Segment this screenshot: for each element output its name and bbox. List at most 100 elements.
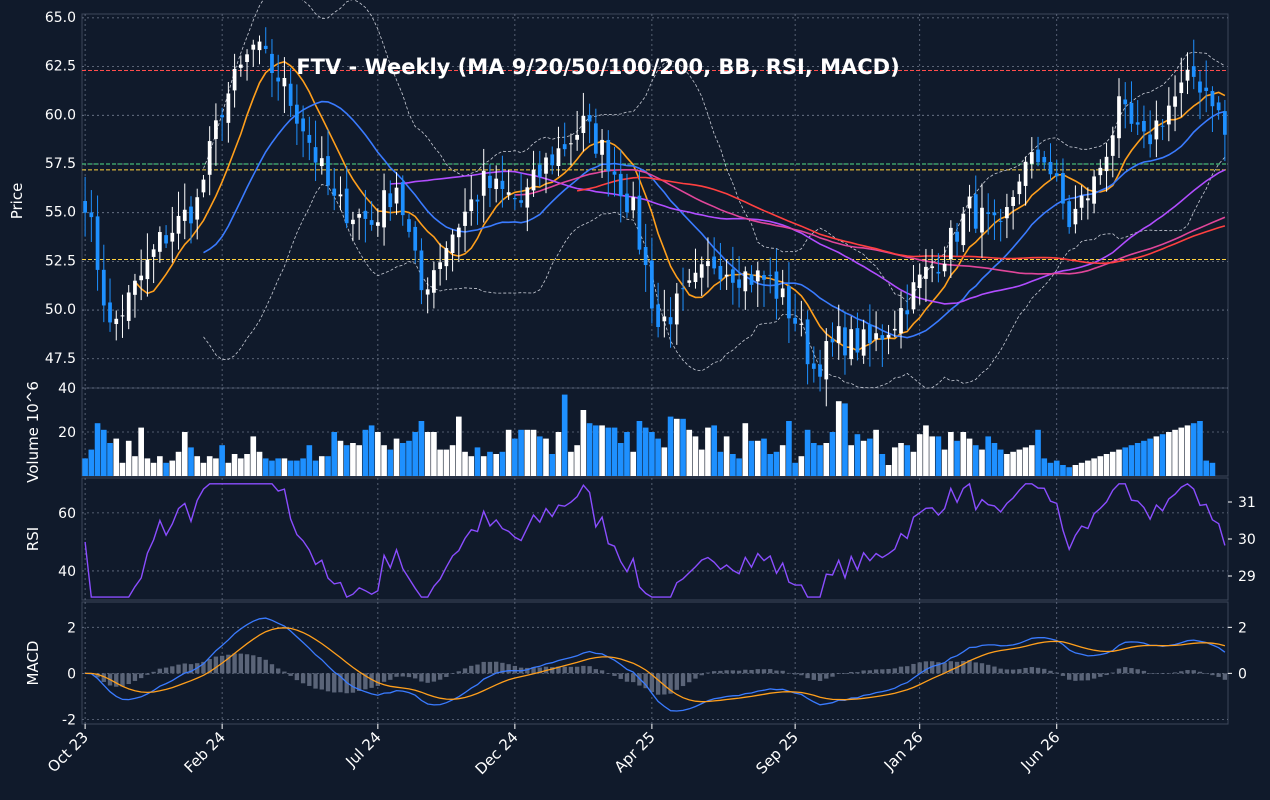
macd-histogram-bar — [257, 656, 262, 674]
macd-histogram-bar — [338, 673, 343, 693]
price-panel — [82, 0, 1228, 407]
candle-body — [631, 197, 636, 211]
candle-body — [973, 194, 978, 229]
candle-body — [787, 285, 791, 319]
candle-body — [394, 187, 399, 204]
macd-histogram-bar — [1035, 667, 1041, 674]
candle-body — [500, 180, 505, 189]
volume-bar — [82, 458, 88, 476]
macd-histogram-bar — [207, 659, 212, 674]
volume-bar — [512, 438, 518, 476]
candle-body — [948, 227, 953, 260]
volume-bar — [1109, 451, 1116, 476]
rsi-frame — [81, 477, 1229, 601]
volume-bar — [1010, 451, 1016, 476]
macd-histogram-bar — [251, 655, 256, 674]
volume-bar — [630, 451, 637, 476]
candle-body — [1029, 152, 1034, 164]
candle-body — [207, 141, 212, 175]
macd-histogram-bar — [487, 661, 493, 674]
macd-histogram-bar — [145, 673, 150, 675]
macd-histogram-bar — [176, 664, 181, 674]
macd-histogram-bar — [1098, 673, 1103, 677]
macd-histogram-bar — [618, 673, 623, 679]
macd-histogram-bar — [537, 667, 542, 674]
candle-body — [338, 194, 343, 197]
macd-histogram-bar — [643, 673, 648, 689]
candle-body — [245, 54, 249, 62]
volume-bar — [761, 438, 767, 476]
macd-histogram-bar — [705, 672, 711, 674]
candle-body — [961, 213, 966, 246]
candle-body — [600, 139, 604, 155]
macd-histogram-bar — [1147, 673, 1153, 674]
macd-histogram-bar — [792, 673, 798, 675]
macd-histogram-bar — [693, 673, 698, 679]
candle-body — [108, 302, 112, 323]
macd-histogram-bar — [120, 673, 125, 687]
macd-histogram-bar — [1154, 673, 1159, 674]
volume-bar — [294, 460, 300, 476]
candle-body — [1160, 125, 1165, 127]
volume-bar — [624, 432, 630, 476]
candle-body — [120, 315, 125, 317]
candle-body — [537, 164, 542, 177]
price-tick-label: 47.5 — [45, 351, 76, 367]
volume-bar — [1097, 456, 1104, 476]
candle-body — [182, 209, 187, 221]
macd-histogram-bar — [1210, 673, 1215, 676]
macd-histogram-bar — [400, 673, 405, 677]
candle-body — [1092, 176, 1096, 204]
x-tick-label: Oct 23 — [44, 728, 92, 776]
macd-histogram-bar — [381, 673, 387, 682]
candle-body — [830, 338, 835, 343]
macd-histogram-bar — [923, 661, 929, 674]
macd-histogram-bar — [132, 673, 138, 681]
volume-bar — [163, 462, 169, 476]
macd-histogram-bar — [282, 671, 287, 674]
candle-body — [911, 282, 916, 310]
macd-histogram-bar — [238, 653, 244, 674]
macd-histogram-bar — [1029, 667, 1034, 674]
volume-bar — [225, 462, 232, 476]
volume-bar — [1134, 443, 1141, 476]
volume-bar — [829, 432, 836, 476]
candle-body — [95, 216, 100, 270]
candle-body — [550, 154, 555, 166]
macd-histogram-bar — [294, 673, 300, 681]
volume-bar — [1166, 432, 1172, 476]
macd-histogram-bar — [786, 672, 792, 674]
volume-bar — [929, 436, 935, 476]
volume-bar — [1053, 460, 1060, 476]
volume-bar — [966, 438, 973, 476]
volume-bar — [287, 460, 294, 476]
volume-bar — [1047, 462, 1054, 476]
candle-body — [301, 118, 305, 132]
volume-bar — [898, 443, 904, 476]
macd-histogram-bar — [606, 673, 611, 674]
macd-histogram-bar — [319, 673, 324, 690]
volume-bar — [1022, 447, 1029, 476]
volume-bar — [424, 432, 431, 476]
volume-bar — [854, 434, 861, 476]
candle-body — [936, 271, 941, 274]
macd-histogram-bar — [699, 673, 704, 676]
volume-bar — [792, 462, 798, 476]
candle-body — [388, 193, 393, 208]
macd-histogram-bar — [917, 662, 922, 674]
macd-histogram-bar — [1204, 673, 1209, 674]
volume-bar — [493, 454, 499, 476]
macd-histogram-bar — [655, 673, 661, 695]
volume-bar — [941, 449, 948, 476]
candle-body — [1061, 173, 1065, 204]
macd-histogram-bar — [761, 669, 767, 674]
candle-body — [1123, 99, 1128, 105]
volume-bar — [742, 423, 749, 476]
candle-body — [612, 171, 617, 175]
macd-histogram-bar — [730, 670, 736, 674]
macd-histogram-bar — [817, 673, 823, 681]
volume-bar — [318, 456, 325, 476]
volume-bar — [1122, 447, 1129, 476]
candle-body — [319, 158, 324, 167]
